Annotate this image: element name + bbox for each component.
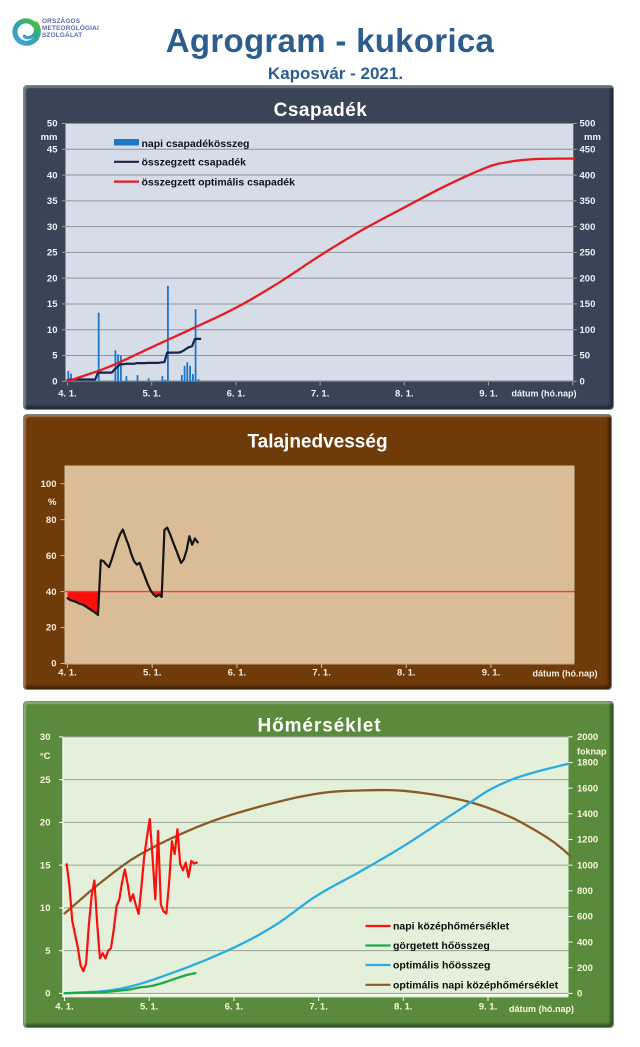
svg-text:10: 10 <box>47 325 58 336</box>
svg-text:200: 200 <box>577 963 593 974</box>
svg-text:5. 1.: 5. 1. <box>143 668 162 679</box>
svg-text:600: 600 <box>577 912 593 923</box>
svg-text:25: 25 <box>40 775 51 786</box>
svg-text:0: 0 <box>580 377 585 388</box>
svg-text:800: 800 <box>577 886 593 897</box>
svg-text:45: 45 <box>47 145 58 156</box>
svg-text:400: 400 <box>580 170 596 181</box>
svg-text:5. 1.: 5. 1. <box>142 389 161 400</box>
svg-text:dátum (hó.nap): dátum (hó.nap) <box>533 669 598 679</box>
svg-text:400: 400 <box>577 937 593 948</box>
svg-text:mm: mm <box>41 132 58 143</box>
svg-text:napi csapadékösszeg: napi csapadékösszeg <box>142 138 250 150</box>
svg-text:6. 1.: 6. 1. <box>227 389 246 400</box>
svg-text:5: 5 <box>52 351 58 362</box>
svg-text:1800: 1800 <box>577 758 598 769</box>
svg-text:100: 100 <box>580 325 596 336</box>
svg-text:optimális hőösszeg: optimális hőösszeg <box>393 960 490 972</box>
svg-text:4. 1.: 4. 1. <box>58 389 77 400</box>
svg-text:7. 1.: 7. 1. <box>312 668 331 679</box>
svg-text:15: 15 <box>47 299 58 310</box>
svg-text:20: 20 <box>40 818 51 829</box>
svg-text:8. 1.: 8. 1. <box>394 1002 413 1013</box>
svg-text:Hőmérséklet: Hőmérséklet <box>258 716 382 737</box>
svg-text:%: % <box>48 497 57 508</box>
svg-text:°C: °C <box>40 751 51 762</box>
svg-text:200: 200 <box>580 273 596 284</box>
svg-text:150: 150 <box>580 299 596 310</box>
svg-text:15: 15 <box>40 860 51 871</box>
svg-text:9. 1.: 9. 1. <box>479 389 498 400</box>
svg-text:500: 500 <box>580 119 596 130</box>
svg-text:5. 1.: 5. 1. <box>140 1002 159 1013</box>
svg-text:foknap: foknap <box>577 746 607 756</box>
svg-text:mm: mm <box>584 132 601 143</box>
svg-text:dátum (hó.nap): dátum (hó.nap) <box>512 389 577 399</box>
svg-text:300: 300 <box>580 222 596 233</box>
svg-text:40: 40 <box>46 587 57 598</box>
svg-text:1400: 1400 <box>577 809 598 820</box>
svg-text:1000: 1000 <box>577 860 598 871</box>
svg-text:10: 10 <box>40 903 51 914</box>
svg-text:napi középhőmérséklet: napi középhőmérséklet <box>393 921 510 933</box>
svg-text:0: 0 <box>51 659 56 670</box>
svg-text:50: 50 <box>580 351 591 362</box>
svg-text:250: 250 <box>580 248 596 259</box>
svg-text:összegzett csapadék: összegzett csapadék <box>142 157 247 169</box>
svg-text:9. 1.: 9. 1. <box>479 1002 498 1013</box>
svg-text:6. 1.: 6. 1. <box>228 668 247 679</box>
svg-text:9. 1.: 9. 1. <box>482 668 501 679</box>
svg-text:4. 1.: 4. 1. <box>55 1002 74 1013</box>
svg-text:0: 0 <box>45 989 50 1000</box>
svg-text:7. 1.: 7. 1. <box>311 389 330 400</box>
svg-text:7. 1.: 7. 1. <box>309 1002 328 1013</box>
svg-text:optimális napi középhőmérsékle: optimális napi középhőmérséklet <box>393 979 559 991</box>
svg-text:80: 80 <box>46 515 57 526</box>
svg-text:összegzett optimális csapadék: összegzett optimális csapadék <box>142 176 296 188</box>
svg-text:4. 1.: 4. 1. <box>58 668 77 679</box>
svg-text:40: 40 <box>47 170 58 181</box>
svg-text:350: 350 <box>580 196 596 207</box>
svg-text:0: 0 <box>52 377 57 388</box>
svg-text:30: 30 <box>40 732 51 743</box>
svg-text:2000: 2000 <box>577 732 598 743</box>
svg-text:görgetett hőösszeg: görgetett hőösszeg <box>393 940 490 952</box>
svg-text:8. 1.: 8. 1. <box>395 389 414 400</box>
svg-text:450: 450 <box>580 145 596 156</box>
svg-text:Talajnedvesség: Talajnedvesség <box>247 432 387 453</box>
svg-text:Csapadék: Csapadék <box>274 100 368 121</box>
svg-text:0: 0 <box>577 989 582 1000</box>
svg-text:5: 5 <box>45 946 51 957</box>
svg-text:20: 20 <box>47 273 58 284</box>
svg-text:1200: 1200 <box>577 835 598 846</box>
svg-text:20: 20 <box>46 623 57 634</box>
svg-text:dátum (hó.nap): dátum (hó.nap) <box>509 1004 574 1014</box>
svg-text:25: 25 <box>47 248 58 259</box>
svg-text:35: 35 <box>47 196 58 207</box>
svg-text:6. 1.: 6. 1. <box>225 1002 244 1013</box>
svg-text:50: 50 <box>47 119 58 130</box>
svg-text:60: 60 <box>46 551 57 562</box>
svg-text:1600: 1600 <box>577 783 598 794</box>
svg-text:30: 30 <box>47 222 58 233</box>
svg-text:100: 100 <box>41 479 57 490</box>
svg-text:8. 1.: 8. 1. <box>397 668 416 679</box>
